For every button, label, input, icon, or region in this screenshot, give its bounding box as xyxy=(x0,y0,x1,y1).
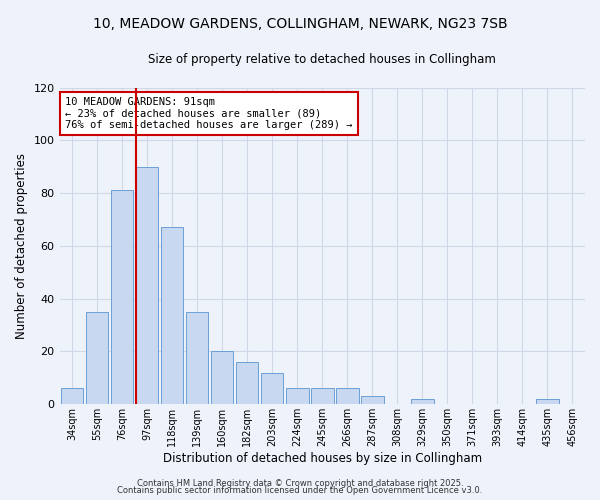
Bar xyxy=(211,352,233,405)
Bar xyxy=(536,399,559,404)
Bar xyxy=(161,228,184,404)
Bar xyxy=(61,388,83,404)
X-axis label: Distribution of detached houses by size in Collingham: Distribution of detached houses by size … xyxy=(163,452,482,465)
Bar xyxy=(236,362,259,405)
Bar xyxy=(186,312,208,404)
Bar xyxy=(286,388,308,404)
Bar xyxy=(311,388,334,404)
Text: 10 MEADOW GARDENS: 91sqm
← 23% of detached houses are smaller (89)
76% of semi-d: 10 MEADOW GARDENS: 91sqm ← 23% of detach… xyxy=(65,97,352,130)
Bar xyxy=(261,372,283,404)
Bar xyxy=(361,396,383,404)
Text: Contains public sector information licensed under the Open Government Licence v3: Contains public sector information licen… xyxy=(118,486,482,495)
Text: 10, MEADOW GARDENS, COLLINGHAM, NEWARK, NG23 7SB: 10, MEADOW GARDENS, COLLINGHAM, NEWARK, … xyxy=(92,18,508,32)
Y-axis label: Number of detached properties: Number of detached properties xyxy=(15,153,28,339)
Bar xyxy=(336,388,359,404)
Bar xyxy=(111,190,133,404)
Text: Contains HM Land Registry data © Crown copyright and database right 2025.: Contains HM Land Registry data © Crown c… xyxy=(137,478,463,488)
Bar xyxy=(86,312,109,404)
Title: Size of property relative to detached houses in Collingham: Size of property relative to detached ho… xyxy=(148,52,496,66)
Bar xyxy=(136,166,158,404)
Bar xyxy=(411,399,434,404)
